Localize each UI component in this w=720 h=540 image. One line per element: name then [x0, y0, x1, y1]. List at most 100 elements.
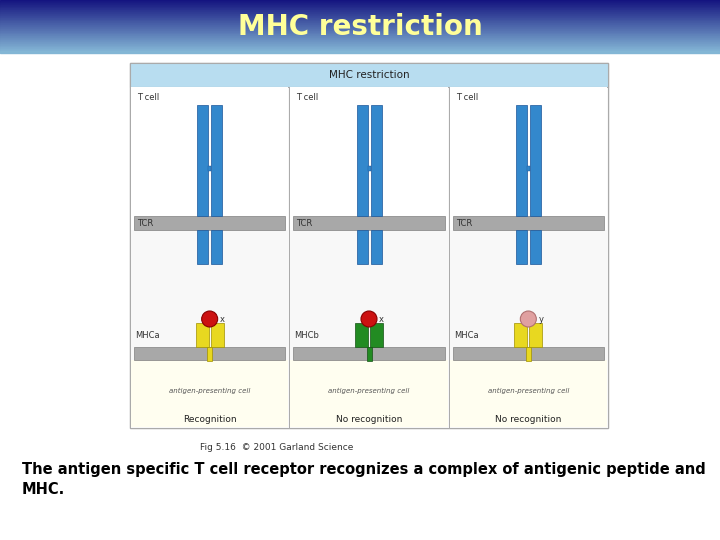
- Bar: [211, 105, 222, 216]
- Bar: [356, 230, 367, 264]
- Text: antigen-presenting cell: antigen-presenting cell: [487, 388, 569, 394]
- Bar: [0, 28, 720, 29]
- Bar: [0, 16, 720, 17]
- Bar: [530, 230, 541, 264]
- Text: The antigen specific T cell receptor recognizes a complex of antigenic peptide a: The antigen specific T cell receptor rec…: [22, 462, 706, 477]
- Text: y: y: [539, 314, 544, 323]
- Bar: [0, 49, 720, 51]
- Bar: [0, 44, 720, 45]
- Bar: [0, 25, 720, 26]
- Bar: [0, 36, 720, 38]
- Bar: [131, 87, 288, 230]
- Bar: [0, 16, 720, 17]
- Bar: [293, 347, 445, 360]
- Text: MHC restriction: MHC restriction: [329, 70, 409, 80]
- Bar: [0, 31, 720, 32]
- Bar: [0, 22, 720, 23]
- Bar: [0, 50, 720, 51]
- Bar: [134, 347, 285, 360]
- Ellipse shape: [521, 311, 536, 327]
- Bar: [0, 2, 720, 3]
- Text: MHCa: MHCa: [454, 330, 478, 340]
- Bar: [0, 23, 720, 24]
- Bar: [0, 3, 720, 4]
- Bar: [0, 39, 720, 40]
- Text: x: x: [220, 314, 225, 323]
- Bar: [0, 20, 720, 21]
- Bar: [0, 38, 720, 39]
- Bar: [211, 323, 224, 347]
- Bar: [0, 25, 720, 26]
- Bar: [0, 17, 720, 19]
- Bar: [453, 216, 604, 230]
- Bar: [367, 166, 371, 171]
- Text: TCR: TCR: [456, 219, 472, 227]
- Bar: [0, 18, 720, 19]
- Bar: [207, 347, 212, 361]
- Bar: [0, 37, 720, 38]
- Bar: [211, 230, 222, 264]
- Bar: [0, 45, 720, 46]
- Text: antigen-presenting cell: antigen-presenting cell: [328, 388, 410, 394]
- Bar: [0, 30, 720, 31]
- Bar: [0, 48, 720, 49]
- Bar: [0, 26, 720, 28]
- Bar: [0, 9, 720, 10]
- Bar: [0, 29, 720, 30]
- Bar: [130, 63, 608, 87]
- Bar: [0, 24, 720, 25]
- Bar: [290, 87, 448, 230]
- Text: MHC restriction: MHC restriction: [238, 13, 482, 41]
- Bar: [196, 323, 209, 347]
- Bar: [0, 32, 720, 33]
- Text: MHC.: MHC.: [22, 482, 66, 497]
- Bar: [0, 46, 720, 48]
- Bar: [371, 230, 382, 264]
- Bar: [0, 6, 720, 7]
- Bar: [0, 48, 720, 49]
- Text: TCR: TCR: [297, 219, 312, 227]
- Bar: [197, 230, 208, 264]
- Bar: [453, 347, 604, 360]
- Bar: [130, 87, 289, 428]
- Bar: [131, 360, 288, 427]
- Text: x: x: [379, 314, 384, 323]
- Bar: [0, 14, 720, 15]
- Text: antigen-presenting cell: antigen-presenting cell: [169, 388, 251, 394]
- Bar: [0, 9, 720, 10]
- Bar: [449, 87, 608, 428]
- Bar: [0, 32, 720, 33]
- Bar: [516, 105, 527, 216]
- Text: T cell: T cell: [137, 92, 159, 102]
- Bar: [0, 31, 720, 32]
- Text: No recognition: No recognition: [336, 415, 402, 423]
- Text: Recognition: Recognition: [183, 415, 236, 423]
- Bar: [208, 166, 211, 171]
- Bar: [0, 36, 720, 37]
- Bar: [527, 166, 530, 171]
- Bar: [0, 38, 720, 39]
- Bar: [0, 45, 720, 46]
- Text: T cell: T cell: [456, 92, 478, 102]
- Bar: [0, 8, 720, 9]
- Bar: [526, 347, 531, 361]
- Bar: [293, 216, 445, 230]
- Text: TCR: TCR: [137, 219, 153, 227]
- Bar: [0, 10, 720, 11]
- Bar: [197, 105, 208, 216]
- Bar: [0, 12, 720, 13]
- Bar: [130, 63, 608, 428]
- Bar: [356, 105, 367, 216]
- Text: T cell: T cell: [297, 92, 318, 102]
- Text: Fig 5.16  © 2001 Garland Science: Fig 5.16 © 2001 Garland Science: [200, 443, 354, 452]
- Bar: [0, 13, 720, 14]
- Bar: [0, 4, 720, 6]
- Ellipse shape: [361, 311, 377, 327]
- Bar: [0, 34, 720, 35]
- Bar: [0, 26, 720, 27]
- Bar: [0, 4, 720, 5]
- Bar: [0, 39, 720, 41]
- Bar: [0, 22, 720, 23]
- Bar: [0, 29, 720, 30]
- Bar: [290, 360, 448, 427]
